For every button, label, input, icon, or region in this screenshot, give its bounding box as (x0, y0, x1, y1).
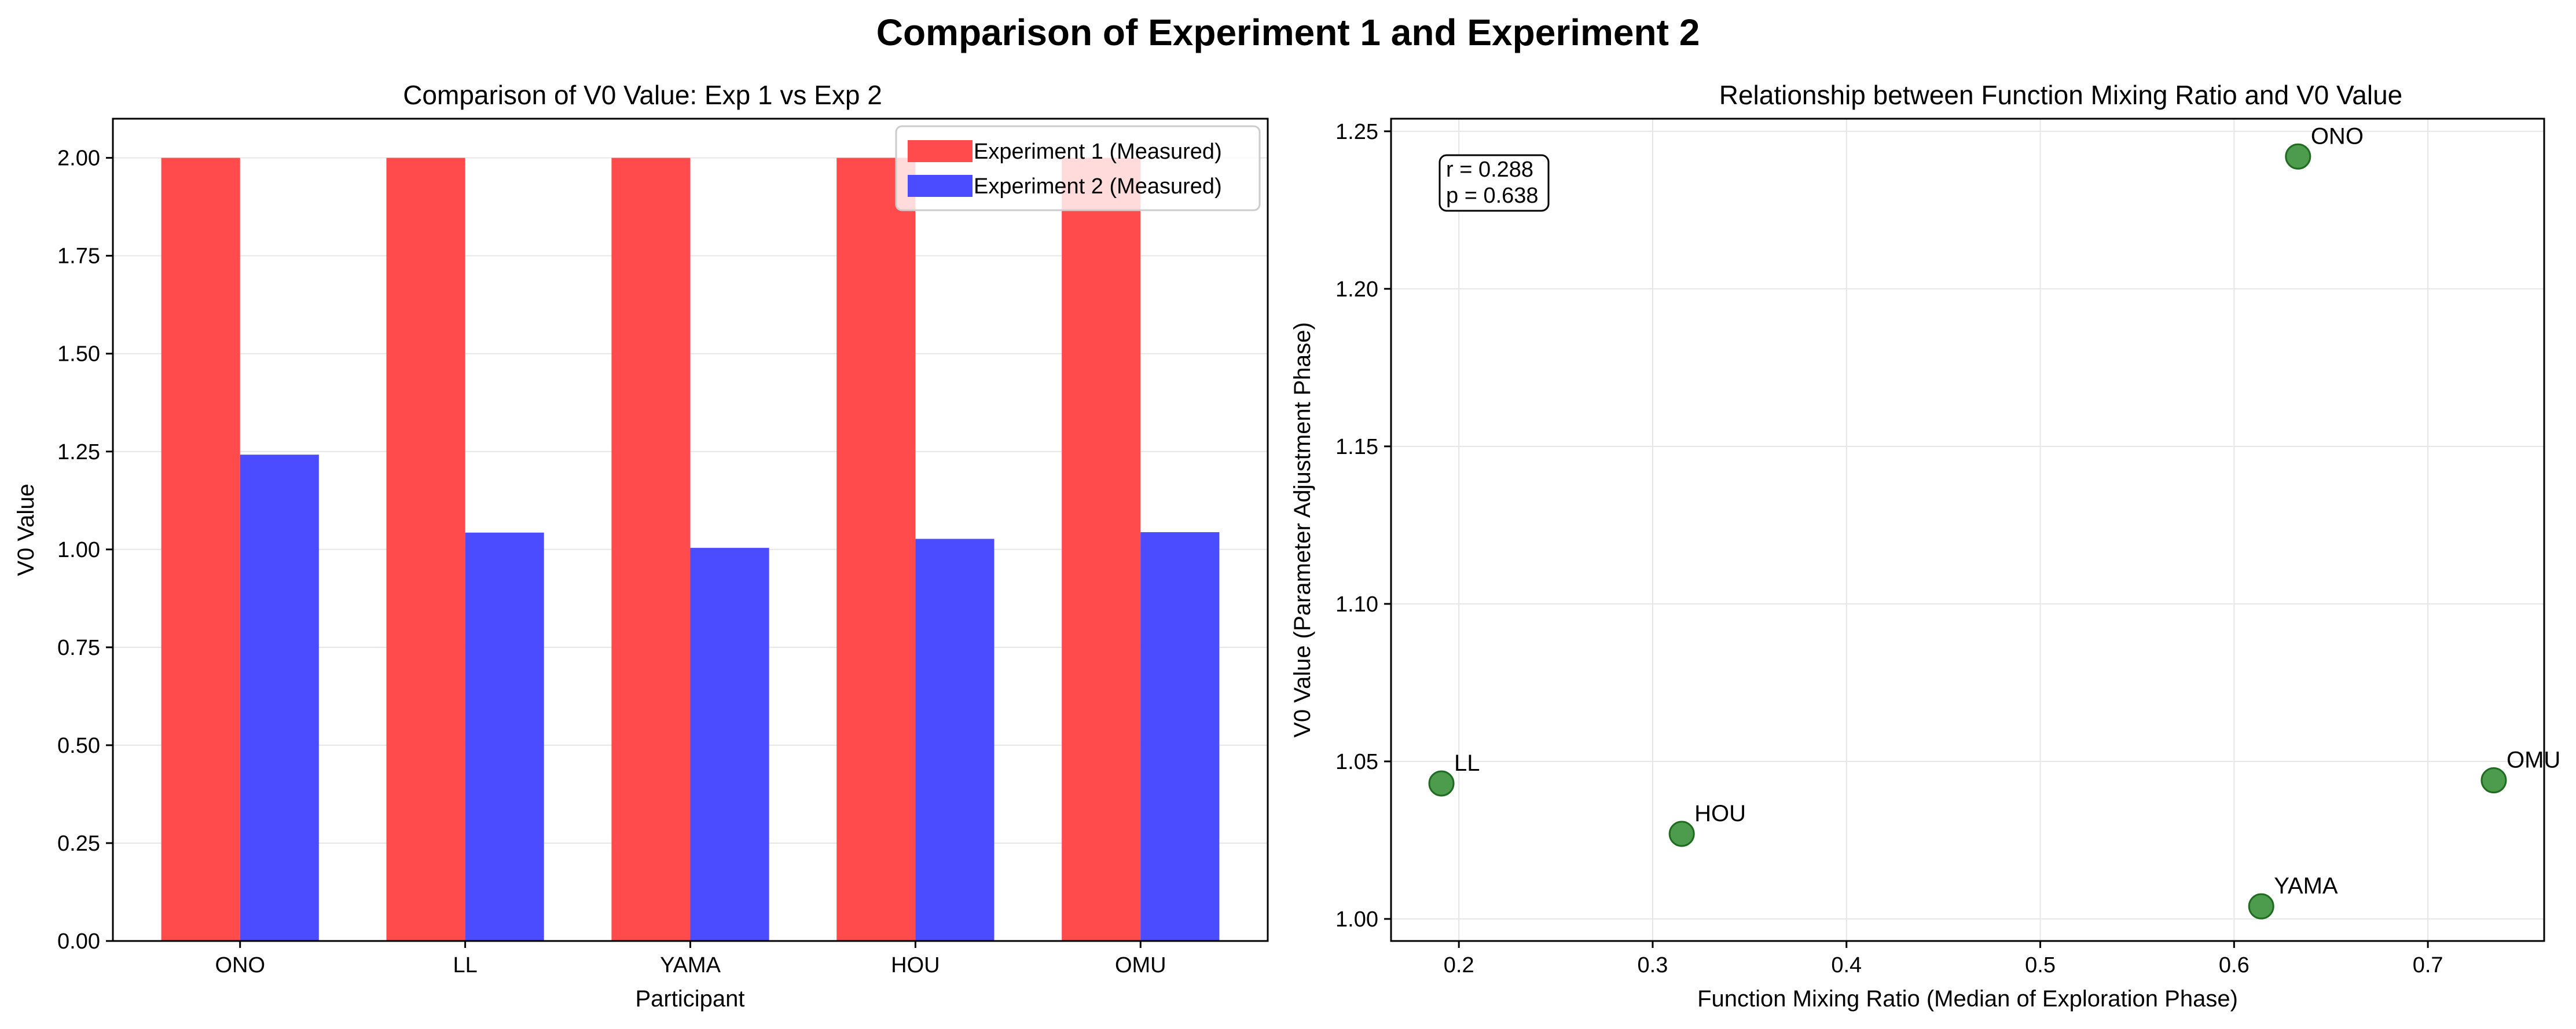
bar-hou-series-1 (836, 158, 916, 942)
bar-x-tick-label: LL (453, 953, 477, 977)
scatter-point-label-yama: YAMA (2274, 873, 2338, 899)
legend-label-experiment-1: Experiment 1 (Measured) (974, 140, 1222, 164)
bar-x-tick-label: ONO (215, 953, 265, 977)
scatter-x-tick-label: 0.4 (1831, 953, 1862, 977)
bar-omu-series-2 (1140, 532, 1220, 941)
bar-hou-series-2 (915, 539, 995, 941)
bar-ono-series-1 (161, 158, 240, 942)
correlation-annotation: r = 0.288 p = 0.638 (1439, 154, 1550, 212)
scatter-point-label-ono: ONO (2311, 123, 2364, 149)
scatter-point-ll (1428, 770, 1455, 797)
legend-box (895, 125, 1261, 211)
bar-x-tick-label: HOU (891, 953, 940, 977)
scatter-chart-points: ONO LL YAMA HOU OMU (1428, 123, 2560, 920)
bar-y-tick-label: 0.00 (57, 929, 100, 954)
scatter-y-tick-label: 1.10 (1335, 592, 1378, 617)
legend-label-experiment-2: Experiment 2 (Measured) (974, 174, 1222, 199)
scatter-x-tick-label: 0.7 (2413, 953, 2443, 977)
bar-chart-panel: Comparison of V0 Value: Exp 1 vs Exp 2 0… (13, 80, 1269, 1012)
bar-ll-series-1 (386, 158, 465, 942)
bar-y-tick-label: 0.75 (57, 636, 100, 660)
scatter-y-tick-label: 1.20 (1335, 277, 1378, 302)
bar-chart-x-label: Participant (636, 986, 745, 1012)
scatter-y-tick-label: 1.15 (1335, 435, 1378, 459)
scatter-x-tick-label: 0.3 (1638, 953, 1668, 977)
legend-swatch-experiment-2 (908, 175, 973, 197)
scatter-chart-y-ticks: 1.00 1.05 1.10 1.15 1.20 1.25 (1335, 120, 1391, 932)
bar-y-tick-label: 0.50 (57, 734, 100, 758)
scatter-point-label-hou: HOU (1694, 801, 1746, 826)
scatter-chart-x-label: Function Mixing Ratio (Median of Explora… (1697, 986, 2238, 1012)
correlation-p: p = 0.638 (1446, 184, 1539, 208)
scatter-y-tick-label: 1.00 (1335, 907, 1378, 932)
correlation-box (1439, 154, 1550, 212)
scatter-x-tick-label: 0.2 (1444, 953, 1474, 977)
bar-y-tick-label: 1.75 (57, 244, 100, 269)
bar-x-tick-label: YAMA (660, 953, 721, 977)
bar-yama-series-2 (690, 548, 769, 941)
scatter-chart-frame (1390, 118, 2545, 942)
scatter-x-tick-label: 0.6 (2219, 953, 2250, 977)
bar-chart-y-ticks: 0.00 0.25 0.50 0.75 1.00 1.25 1.50 1.75 2.00 (57, 147, 113, 954)
scatter-chart-grid (1391, 119, 2544, 941)
scatter-y-tick-label: 1.05 (1335, 750, 1378, 774)
bar-chart-bars (161, 158, 1220, 942)
bar-chart-x-ticks: ONO LL YAMA HOU OMU (215, 941, 1166, 977)
scatter-point-hou (1668, 821, 1695, 847)
bar-ll-series-2 (465, 532, 544, 941)
scatter-y-tick-label: 1.25 (1335, 120, 1378, 144)
bar-omu-series-1 (1062, 158, 1141, 942)
bar-x-tick-label: OMU (1115, 953, 1166, 977)
bar-chart-title: Comparison of V0 Value: Exp 1 vs Exp 2 (403, 80, 882, 110)
correlation-r: r = 0.288 (1446, 158, 1533, 182)
bar-y-tick-label: 1.25 (57, 440, 100, 464)
scatter-chart-panel: Relationship between Function Mixing Rat… (1290, 80, 2560, 1012)
bar-y-tick-label: 2.00 (57, 147, 100, 171)
legend-swatch-experiment-1 (908, 140, 973, 162)
scatter-point-yama (2248, 893, 2274, 920)
scatter-point-label-omu: OMU (2507, 748, 2560, 773)
bar-chart-y-label: V0 Value (13, 484, 39, 576)
scatter-x-tick-label: 0.5 (2025, 953, 2056, 977)
bar-yama-series-1 (611, 158, 691, 942)
figure-title: Comparison of Experiment 1 and Experimen… (876, 12, 1700, 53)
bar-ono-series-2 (240, 455, 319, 941)
bar-y-tick-label: 0.25 (57, 832, 100, 856)
scatter-point-label-ll: LL (1454, 750, 1480, 776)
scatter-chart-title: Relationship between Function Mixing Rat… (1719, 80, 2403, 110)
bar-y-tick-label: 1.50 (57, 342, 100, 367)
scatter-point-ono (2285, 143, 2311, 170)
bar-chart-legend: Experiment 1 (Measured) Experiment 2 (Me… (895, 125, 1261, 211)
scatter-point-omu (2480, 767, 2507, 794)
scatter-chart-x-ticks: 0.2 0.3 0.4 0.5 0.6 0.7 (1444, 941, 2443, 977)
bar-y-tick-label: 1.00 (57, 538, 100, 562)
scatter-chart-y-label: V0 Value (Parameter Adjustment Phase) (1290, 322, 1315, 737)
